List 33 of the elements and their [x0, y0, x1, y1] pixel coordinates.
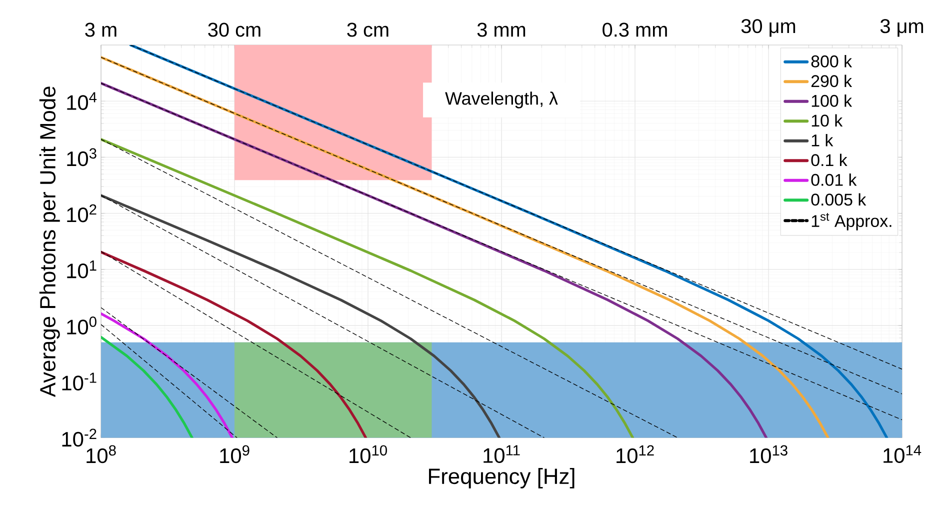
y-tick-label: 10$^{-2}$ [62, 428, 96, 447]
x-axis-title: Frequency [Hz] [429, 468, 574, 488]
y-tick-label: 10$^{0}$ [67, 316, 96, 334]
y-tick-label: 10$^{4}$ [67, 92, 97, 110]
annotation: 3 μm [880, 19, 924, 37]
x-tick-label: 10$^{9}$ [220, 445, 250, 464]
legend-label: 100 k [812, 94, 852, 107]
legend-label: 0.005 k [811, 193, 866, 206]
x-tick-label: 10$^{11}$ [484, 445, 520, 463]
y-tick-label: 10$^{3}$ [67, 148, 96, 166]
legend-label: 0.1 k [811, 154, 848, 166]
x-tick-label: 10$^{8}$ [86, 445, 116, 464]
annotation: Wavelength, λ [445, 92, 558, 108]
x-tick-label: 10$^{14}$ [884, 445, 922, 463]
legend-label: 0.01 k [811, 173, 857, 186]
y-tick-label: 10$^{2}$ [67, 204, 96, 222]
y-tick-label: 10$^{-1}$ [62, 372, 96, 390]
annotation: 0.3 mm [602, 22, 667, 37]
annotation: 3 cm [347, 22, 388, 37]
annotation: 3 mm [477, 22, 526, 37]
x-tick-label: 10$^{13}$ [750, 445, 788, 464]
legend-label: 10 k [812, 114, 843, 127]
legend-label: 1$^{st}$ Approx. [812, 212, 892, 230]
x-tick-label: 10$^{10}$ [350, 445, 387, 464]
legend-label: 290 k [811, 74, 852, 88]
legend-label: 1 k [812, 134, 834, 146]
y-axis-title: Average Photons per Unit Mode [39, 86, 60, 398]
annotation: 30 cm [208, 22, 260, 37]
x-tick-label: 10$^{12}$ [616, 445, 654, 464]
annotation: 3 m [85, 22, 116, 37]
legend-label: 800 k [811, 54, 852, 68]
y-tick-label: 10$^{1}$ [67, 260, 96, 278]
annotation: 30 μm [741, 19, 796, 37]
